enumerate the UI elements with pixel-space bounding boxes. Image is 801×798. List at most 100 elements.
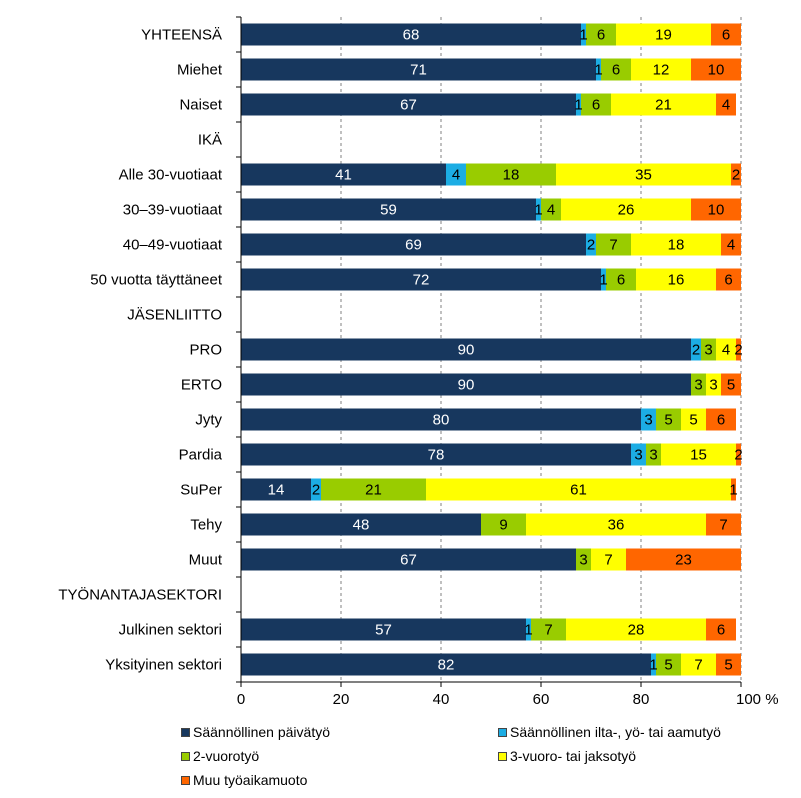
category-label: Yksityinen sektori [105,657,222,674]
data-label: 4 [452,167,460,184]
category-label: Miehet [177,62,223,79]
data-label: 3 [644,412,652,429]
bar-segment [241,618,526,641]
bar-segment [716,268,741,291]
bar-segment [691,373,706,396]
bar-segment [241,373,691,396]
data-label: 1 [729,482,737,499]
data-label: 5 [689,412,697,429]
data-label: 10 [708,202,725,219]
bar-segment [626,548,741,571]
bar-segment [706,513,741,536]
bar-segment [636,268,716,291]
data-label: 3 [709,377,717,394]
bar-segment [241,163,446,186]
bar-segment [556,163,731,186]
data-label: 3 [634,447,642,464]
data-label: 1 [579,27,587,44]
bar-segment [656,653,681,676]
data-label: 5 [724,657,732,674]
data-label: 59 [380,202,397,219]
bar-segment [681,408,706,431]
data-label: 16 [668,272,685,289]
data-label: 61 [570,482,587,499]
bar-segment [606,268,636,291]
data-label: 72 [413,272,430,289]
bar-segment [681,653,716,676]
bar-segment [586,23,616,46]
category-label: IKÄ [198,132,222,149]
bar-segment [731,163,741,186]
bars [241,23,741,676]
data-label: 7 [604,552,612,569]
bar-segment [716,338,736,361]
data-label: 4 [722,342,730,359]
data-label: 6 [717,622,725,639]
bar-segment [561,198,691,221]
data-label: 7 [694,657,702,674]
bar-segment [601,268,606,291]
data-label: 69 [405,237,422,254]
bar-segment [651,653,656,676]
bar-segment [481,513,526,536]
data-label: 19 [655,27,672,44]
bar-segment [241,338,691,361]
category-label: Alle 30-vuotiaat [119,167,223,184]
category-label: Jyty [195,412,222,429]
x-tick-label: 100 % [736,691,779,708]
bar-segment [731,478,736,501]
data-label: 15 [690,447,707,464]
category-label: ERTO [181,377,222,394]
bar-segment [641,408,656,431]
bar-segment [241,653,651,676]
data-label: 2 [734,447,742,464]
data-label: 12 [653,62,670,79]
data-label: 36 [608,517,625,534]
category-label: SuPer [180,482,222,499]
data-label: 1 [649,657,657,674]
bar-segment [661,443,736,466]
data-label: 1 [524,622,532,639]
category-label: JÄSENLIITTO [127,307,222,324]
data-label: 4 [727,237,735,254]
bar-segment [596,58,601,81]
data-label: 18 [668,237,685,254]
data-label: 1 [574,97,582,114]
bar-segment [321,478,426,501]
data-label: 14 [268,482,285,499]
data-label: 28 [628,622,645,639]
bar-segment [241,408,641,431]
data-label: 23 [675,552,692,569]
data-label: 1 [594,62,602,79]
bar-segment [241,23,581,46]
bar-segment [531,618,566,641]
category-label: 30–39-vuotiaat [123,202,223,219]
category-labels: YHTEENSÄ Miehet Naiset IKÄ Alle 30-vuotiaat 3… [58,27,222,674]
bar-segment [646,443,661,466]
data-label: 18 [503,167,520,184]
data-label: 6 [617,272,625,289]
bar-segment [596,233,631,256]
bar-segment [631,233,721,256]
data-label: 5 [727,377,735,394]
bar-segment [601,58,631,81]
bar-segment [241,93,576,116]
bar-segment [241,233,586,256]
bar-segment [526,618,531,641]
category-label: Julkinen sektori [119,622,222,639]
data-label: 6 [722,27,730,44]
bar-segment [241,478,311,501]
data-label: 7 [609,237,617,254]
bar-segment [736,443,741,466]
bar-segment [311,478,321,501]
data-label: 2 [587,237,595,254]
data-label: 6 [592,97,600,114]
bar-segment [611,93,716,116]
bar-segment [466,163,556,186]
data-label: 21 [365,482,382,499]
data-label: 48 [353,517,370,534]
bar-segment [536,198,541,221]
data-label: 68 [403,27,420,44]
